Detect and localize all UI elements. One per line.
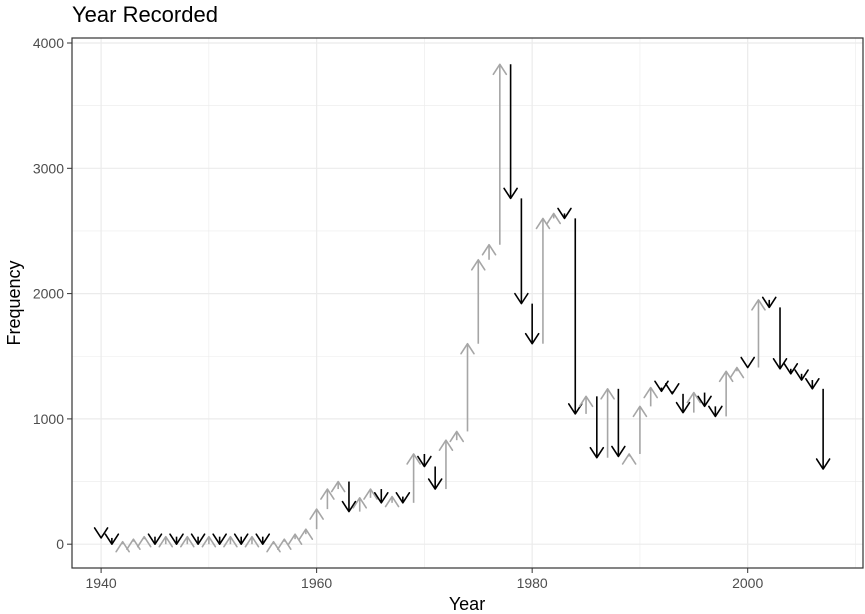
data-arrow	[546, 212, 562, 225]
y-tick-label: 4000	[33, 35, 64, 51]
data-arrow	[449, 430, 465, 443]
data-arrow	[697, 392, 712, 408]
data-arrow	[783, 362, 799, 375]
data-arrow	[169, 533, 184, 545]
panel-border	[71, 37, 864, 569]
data-arrow	[557, 207, 572, 220]
data-arrow	[320, 488, 335, 510]
data-arrow	[406, 453, 421, 503]
data-arrow	[514, 198, 529, 305]
data-arrow	[136, 535, 152, 548]
data-arrow	[815, 388, 831, 470]
data-arrow	[104, 533, 120, 545]
y-axis-title: Frequency	[4, 260, 24, 345]
y-tick-label: 1000	[33, 411, 64, 427]
data-arrow	[751, 299, 766, 368]
data-arrow	[675, 393, 691, 414]
y-tick-label: 2000	[33, 286, 64, 302]
x-tick-label: 1960	[301, 575, 332, 591]
x-tick-label: 1940	[86, 575, 117, 591]
data-arrow	[535, 217, 551, 344]
data-arrow	[244, 535, 260, 548]
data-arrow	[481, 243, 497, 260]
data-arrow	[212, 533, 227, 545]
data-arrow	[201, 535, 217, 548]
data-arrow	[352, 497, 368, 512]
data-arrow	[158, 535, 174, 548]
data-arrow	[708, 405, 723, 418]
data-arrow	[621, 453, 637, 465]
data-arrow	[492, 63, 508, 245]
data-arrow	[460, 342, 475, 432]
y-tick-label: 0	[56, 536, 64, 552]
x-tick-label: 2000	[732, 575, 763, 591]
data-arrow	[632, 405, 648, 454]
data-arrow	[470, 258, 486, 344]
data-arrow	[417, 453, 432, 468]
data-arrows	[93, 63, 831, 553]
data-arrow	[643, 386, 659, 407]
x-tick-label: 1980	[517, 575, 548, 591]
data-arrow	[233, 533, 249, 545]
data-arrow	[794, 369, 809, 381]
data-arrow	[363, 488, 378, 500]
data-arrow	[330, 480, 346, 493]
data-arrow	[664, 383, 680, 395]
data-arrow	[298, 528, 314, 540]
x-axis: 1940 1960 1980 2000	[86, 568, 763, 591]
data-arrow	[384, 495, 400, 508]
data-arrow	[772, 307, 788, 370]
data-arrow	[147, 533, 163, 545]
data-arrow	[309, 508, 324, 530]
data-arrow	[223, 535, 238, 548]
data-arrow	[686, 391, 702, 413]
data-arrow	[438, 439, 454, 490]
data-arrow	[255, 533, 271, 545]
data-arrow	[93, 527, 109, 539]
data-arrow	[287, 533, 303, 545]
data-arrow	[600, 388, 615, 458]
data-arrow	[589, 396, 605, 459]
data-arrow	[761, 296, 777, 309]
data-arrow	[503, 64, 518, 200]
data-arrow	[567, 218, 583, 415]
data-arrow	[729, 366, 745, 379]
data-arrow	[180, 535, 195, 548]
plot-panel	[72, 38, 863, 568]
x-axis-title: Year	[449, 594, 485, 614]
data-arrow	[373, 489, 389, 504]
data-arrow	[395, 492, 411, 504]
data-arrow	[740, 356, 755, 369]
data-arrow	[805, 378, 820, 390]
y-axis: 0 1000 2000 3000 4000	[33, 35, 72, 552]
data-arrow	[276, 538, 292, 550]
chart-title: Year Recorded	[72, 2, 218, 27]
data-arrow	[578, 395, 594, 414]
data-arrow	[190, 533, 206, 545]
data-arrow	[341, 481, 357, 513]
data-arrow	[611, 388, 626, 458]
y-tick-label: 3000	[33, 160, 64, 176]
data-arrow	[427, 466, 443, 490]
data-arrow	[524, 303, 540, 345]
